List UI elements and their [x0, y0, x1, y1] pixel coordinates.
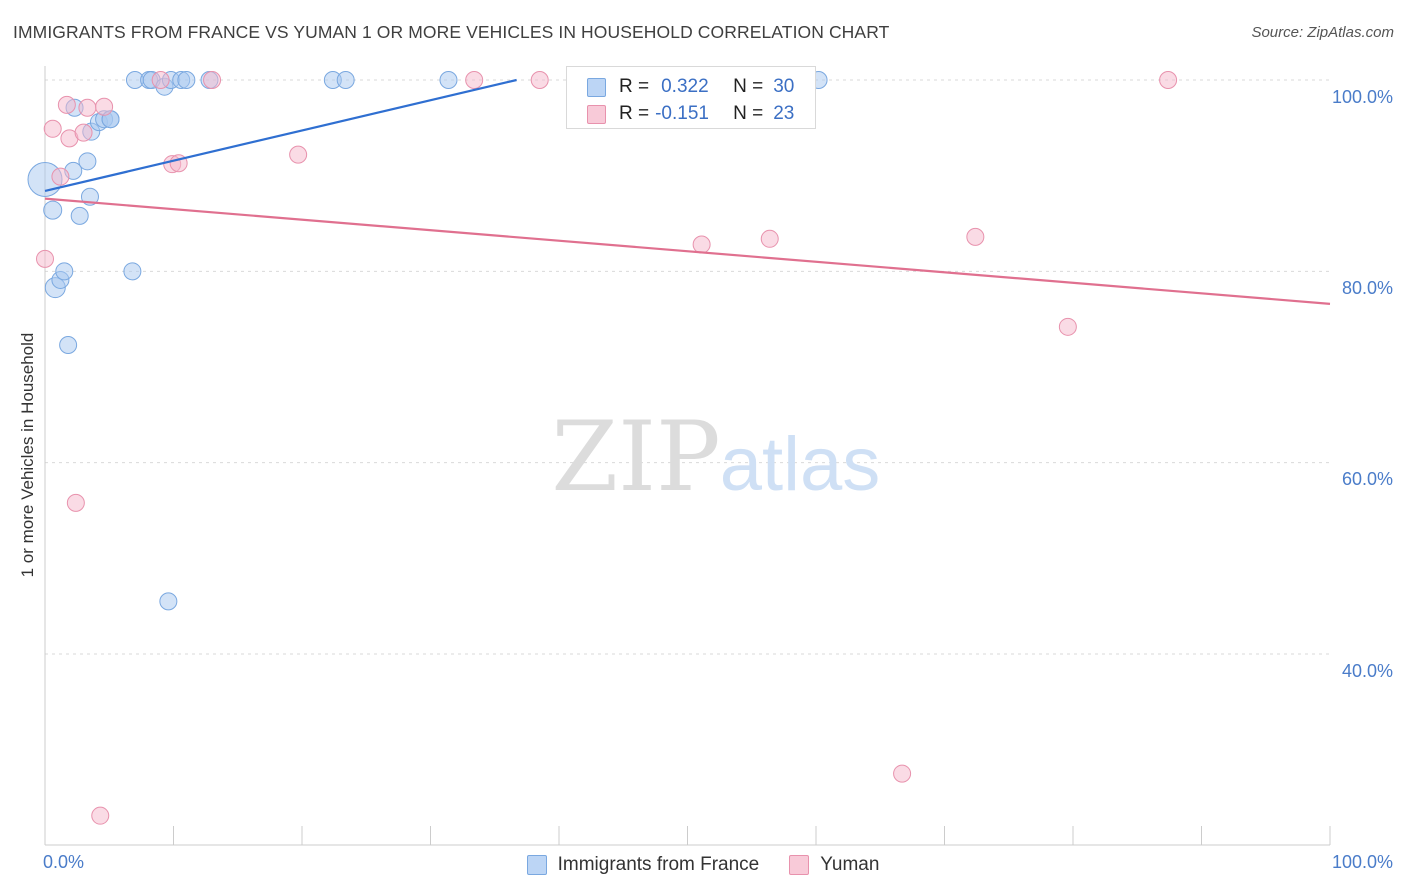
x-tick-label-min: 0.0%	[43, 852, 85, 872]
trend-line-yuman	[44, 197, 1331, 305]
n-label: N =	[733, 76, 764, 97]
point-immigrants-from-france	[123, 262, 142, 281]
point-yuman	[893, 764, 912, 783]
point-immigrants-from-france	[439, 71, 458, 89]
watermark: ZIP atlas	[551, 401, 880, 513]
point-yuman	[465, 71, 484, 89]
point-immigrants-from-france	[177, 71, 196, 89]
point-immigrants-from-france	[70, 206, 89, 225]
y-tick-label-40: 40.0%	[1341, 661, 1393, 681]
chart-title: IMMIGRANTS FROM FRANCE VS YUMAN 1 OR MOR…	[13, 22, 890, 42]
point-yuman	[203, 71, 222, 89]
legend-label: Immigrants from France	[557, 854, 760, 875]
point-yuman	[51, 167, 70, 186]
point-yuman	[57, 95, 76, 114]
point-immigrants-from-france	[43, 200, 63, 220]
legend-item-immigrants-from-france: Immigrants from France	[526, 854, 760, 876]
r-value: -0.151	[655, 103, 709, 124]
point-yuman	[530, 71, 549, 89]
chart-legend: Immigrants from France Yuman	[0, 852, 1406, 878]
point-immigrants-from-france	[59, 335, 78, 354]
point-yuman	[36, 249, 54, 268]
r-label: R =	[619, 103, 650, 124]
point-yuman	[66, 493, 85, 512]
n-value: 30	[773, 76, 795, 97]
n-value: 23	[773, 103, 795, 124]
legend-label: Yuman	[820, 854, 880, 875]
legend-item-yuman: Yuman	[789, 854, 879, 876]
n-label: N =	[733, 103, 764, 124]
point-yuman	[692, 235, 711, 254]
r-value: 0.322	[661, 76, 709, 97]
trend-lines	[44, 78, 1331, 305]
pink-swatch-icon	[789, 855, 810, 875]
point-yuman	[74, 123, 93, 142]
point-yuman	[43, 119, 62, 138]
point-immigrants-from-france	[336, 71, 355, 89]
point-yuman	[95, 97, 114, 116]
y-tick-label-100: 100.0%	[1331, 87, 1393, 107]
stats-row-immigrants-from-france: R = 0.322 N = 30	[587, 75, 794, 99]
point-yuman	[966, 227, 985, 246]
point-yuman	[760, 229, 779, 248]
point-immigrants-from-france	[159, 592, 178, 611]
correlation-stats-box: R = 0.322 N = 30 R = -0.151 N = 23	[566, 66, 816, 129]
point-yuman	[1159, 71, 1178, 89]
point-yuman	[151, 71, 170, 89]
pink-swatch-icon	[587, 104, 606, 124]
x-tick-label-max: 100.0%	[1331, 852, 1393, 872]
r-label: R =	[619, 76, 650, 97]
trend-line-immigrants-from-france	[44, 78, 517, 193]
blue-swatch-icon	[526, 855, 547, 875]
x-axis-ticks	[173, 826, 1331, 845]
gridlines	[45, 79, 1330, 655]
point-immigrants-from-france	[55, 262, 74, 281]
blue-swatch-icon	[587, 77, 606, 97]
point-yuman	[78, 98, 97, 117]
point-yuman	[289, 145, 308, 164]
watermark-zip: ZIP	[551, 401, 720, 513]
y-axis-label: 1 or more Vehicles in Household	[18, 332, 37, 578]
chart-source: Source: ZipAtlas.com	[1251, 24, 1394, 41]
y-tick-label-60: 60.0%	[1341, 469, 1393, 489]
stats-row-yuman: R = -0.151 N = 23	[587, 102, 794, 126]
point-yuman	[1058, 317, 1077, 336]
point-immigrants-from-france	[78, 152, 97, 171]
y-tick-label-80: 80.0%	[1341, 278, 1393, 298]
watermark-atlas: atlas	[720, 422, 881, 507]
point-yuman	[91, 806, 110, 825]
